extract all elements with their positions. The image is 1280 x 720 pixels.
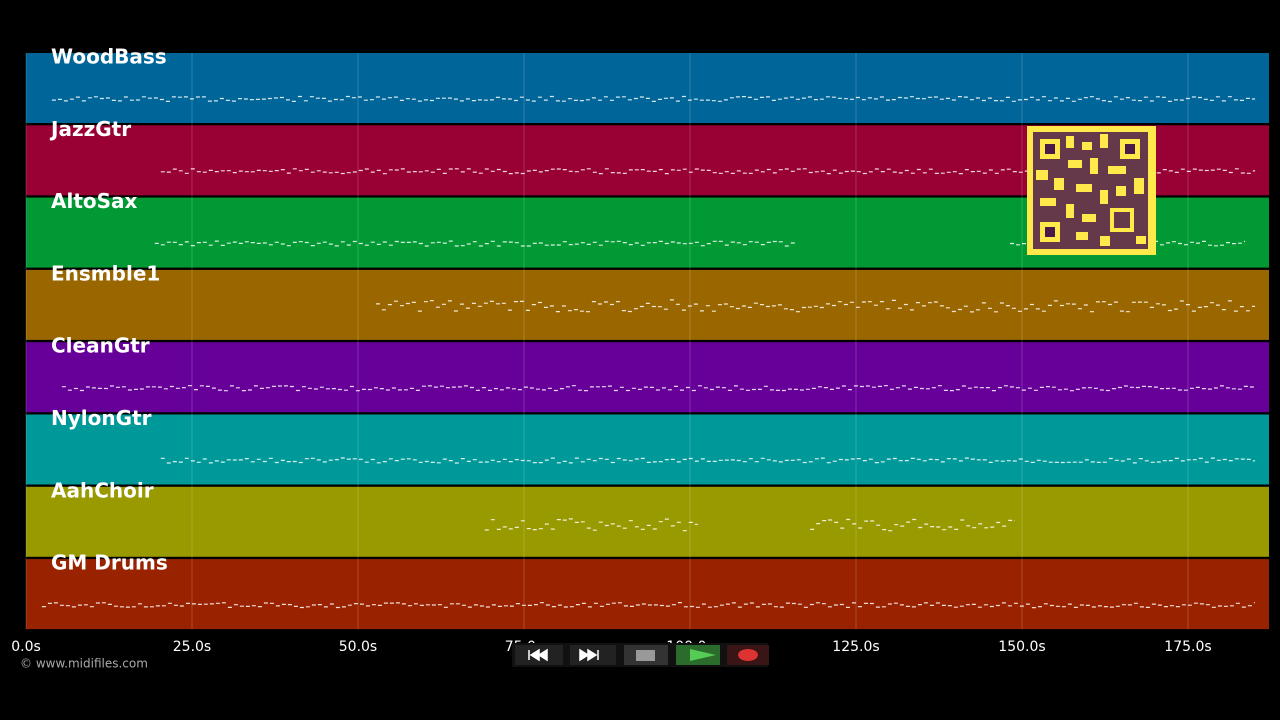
x-tick-label: 0.0s	[11, 639, 41, 655]
x-tick-label: 25.0s	[173, 639, 211, 655]
track-lane	[26, 559, 1269, 630]
rewind-button[interactable]	[515, 645, 563, 665]
x-tick-label: 50.0s	[339, 639, 377, 655]
track-name: Ensmble1	[51, 261, 160, 285]
grid	[25, 53, 1189, 630]
note-segment	[160, 457, 1256, 464]
note-segment	[484, 518, 698, 532]
qr-code	[1027, 126, 1156, 255]
note-segment	[51, 95, 1256, 103]
track-lane	[26, 342, 1269, 413]
record-button[interactable]	[727, 645, 769, 665]
track-name: GM Drums	[51, 551, 168, 575]
transport-controls	[512, 643, 769, 667]
track-lane	[26, 414, 1269, 485]
track-lane	[26, 486, 1269, 557]
note-segment	[61, 385, 1254, 392]
note-segment	[154, 240, 795, 247]
track-name: AahChoir	[51, 478, 154, 502]
labels: WoodBass JazzGtr AltoSax Ensmble1 CleanGtr Ny…	[49, 45, 168, 575]
play-button[interactable]	[676, 645, 720, 665]
x-tick-label: 150.0s	[998, 639, 1045, 655]
track-name: NylonGtr	[51, 406, 152, 430]
copyright: © www.midifiles.com	[20, 657, 148, 671]
track-name: WoodBass	[51, 45, 167, 69]
track-name: AltoSax	[51, 189, 138, 213]
forward-button[interactable]	[570, 645, 616, 665]
track-name: JazzGtr	[49, 117, 131, 141]
note-segment	[810, 518, 1015, 532]
x-tick-label: 125.0s	[832, 639, 879, 655]
x-tick-label: 175.0s	[1164, 639, 1211, 655]
track-lane	[26, 53, 1269, 123]
note-segment	[375, 299, 1255, 313]
note-segment	[41, 602, 1255, 609]
stop-button[interactable]	[624, 645, 668, 665]
track-lane	[26, 269, 1269, 340]
track-name: CleanGtr	[51, 334, 150, 358]
